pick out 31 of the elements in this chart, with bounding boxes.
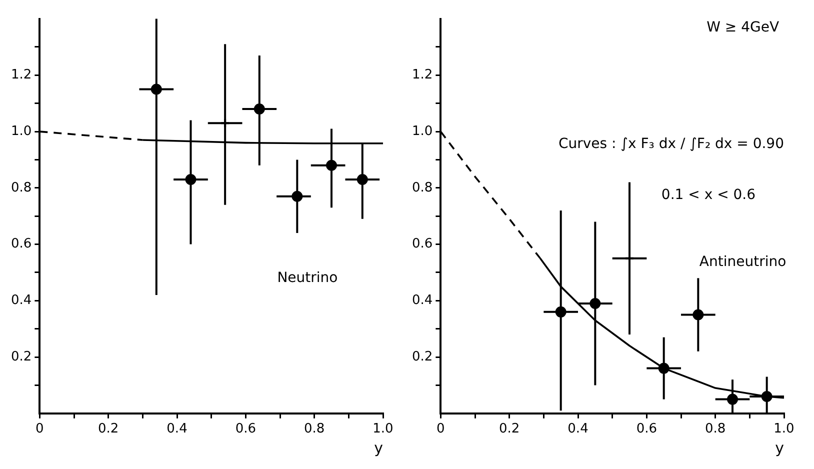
y-tick-label: 0.8 bbox=[412, 180, 433, 196]
x-tick-label: 0.6 bbox=[235, 422, 256, 437]
y-tick-label: 1.2 bbox=[10, 68, 32, 83]
y-tick-label: 1.2 bbox=[412, 68, 433, 83]
y-tick-label: 0.6 bbox=[412, 236, 433, 252]
y-tick-label: 0.2 bbox=[10, 349, 32, 364]
x-tick-label: 0.4 bbox=[568, 422, 588, 437]
annotation: Neutrino bbox=[277, 270, 338, 286]
y-tick-label: 0.4 bbox=[10, 293, 32, 308]
annotation: W ≥ 4GeV bbox=[706, 19, 780, 36]
x-axis-title: y bbox=[374, 438, 384, 457]
y-tick-label: 1.0 bbox=[10, 124, 32, 139]
annotation: 0.1 < x < 0.6 bbox=[661, 187, 756, 204]
x-tick-label: 0 bbox=[36, 422, 44, 437]
x-axis-title: y bbox=[775, 438, 784, 457]
x-tick-label: 0.6 bbox=[636, 422, 658, 437]
y-tick-label: 1.0 bbox=[412, 124, 433, 139]
x-tick-label: 0.2 bbox=[498, 422, 520, 437]
annotation: Antineutrino bbox=[699, 254, 786, 270]
y-tick-label: 0.4 bbox=[412, 293, 433, 308]
x-tick-label: 0.8 bbox=[704, 422, 726, 437]
y-tick-label: 0.2 bbox=[412, 349, 433, 364]
x-tick-label: 1.0 bbox=[774, 422, 794, 437]
x-tick-label: 1.0 bbox=[372, 422, 394, 437]
y-tick-label: 0.6 bbox=[10, 236, 32, 252]
x-tick-label: 0.2 bbox=[98, 422, 119, 437]
x-tick-label: 0.8 bbox=[304, 422, 325, 437]
annotation: Curves : ∫x F₃ dx / ∫F₂ dx = 0.90 bbox=[558, 136, 784, 152]
x-tick-label: 0 bbox=[436, 422, 445, 437]
y-tick-label: 0.8 bbox=[10, 180, 32, 196]
x-tick-label: 0.4 bbox=[166, 422, 188, 437]
